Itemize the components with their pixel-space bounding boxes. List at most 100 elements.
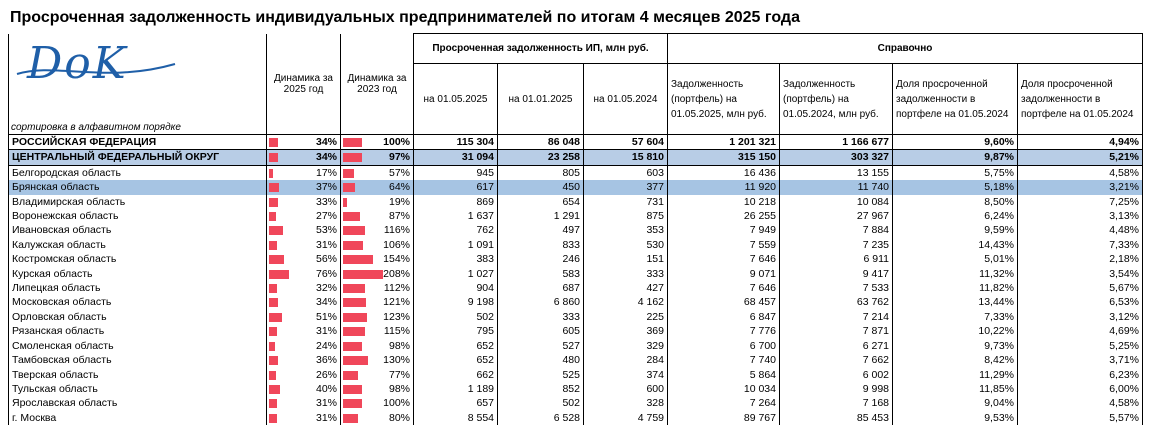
overdue-2025-05: 795 [413, 324, 498, 339]
dynamics-value: 56% [315, 253, 337, 266]
dynamics-2023-cell: 121% [340, 295, 414, 310]
dynamics-2023-cell: 100% [340, 396, 414, 411]
dynamics-value: 34% [315, 296, 337, 309]
region-name: Тамбовская область [8, 353, 267, 368]
dynamics-bar [343, 183, 356, 193]
portfolio-2024: 9 998 [779, 381, 893, 397]
portfolio-2025: 16 436 [667, 165, 780, 181]
share-2024: 6,00% [1017, 381, 1143, 397]
dynamics-2025-cell: 56% [266, 252, 341, 267]
dynamics-2025-cell: 31% [266, 396, 341, 411]
portfolio-2025: 7 740 [667, 353, 780, 368]
dynamics-2023-cell: 100% [340, 133, 414, 151]
overdue-2024-05: 225 [583, 309, 668, 325]
dynamics-2023-cell: 130% [340, 353, 414, 368]
dynamics-2023-cell: 106% [340, 237, 414, 253]
portfolio-2024: 7 871 [779, 324, 893, 339]
overdue-2024-05: 731 [583, 194, 668, 210]
header-share-2024: Доля просроченной задолженности в портфе… [1017, 63, 1143, 135]
overdue-2024-05: 377 [583, 180, 668, 195]
share-2025: 10,22% [892, 324, 1018, 339]
dynamics-value: 123% [383, 310, 410, 323]
region-name: Ярославская область [8, 396, 267, 411]
table-row: Смоленская область 24% 98% 652 527 329 6 700 6 … [8, 338, 1143, 354]
portfolio-2025: 6 847 [667, 309, 780, 325]
share-2024: 5,25% [1017, 338, 1143, 354]
overdue-2025-05: 31 094 [413, 149, 498, 166]
share-2024: 5,67% [1017, 281, 1143, 296]
share-2025: 9,60% [892, 133, 1018, 151]
portfolio-2025: 68 457 [667, 295, 780, 310]
header-reference-group: Справочно [667, 33, 1143, 64]
share-2025: 14,43% [892, 237, 1018, 253]
dynamics-bar [343, 370, 358, 380]
dynamics-value: 76% [315, 267, 337, 280]
share-2025: 13,44% [892, 295, 1018, 310]
share-2025: 9,53% [892, 410, 1018, 425]
overdue-2025-01: 525 [497, 367, 584, 382]
dynamics-value: 26% [315, 368, 337, 381]
dynamics-bar [269, 183, 279, 193]
dynamics-value: 64% [388, 181, 410, 194]
dynamics-bar [269, 138, 278, 147]
portfolio-2024: 7 168 [779, 396, 893, 411]
portfolio-2024: 10 084 [779, 194, 893, 210]
header-date-2025-05: на 01.05.2025 [413, 63, 498, 135]
dynamics-value: 77% [388, 368, 410, 381]
region-name: Ивановская область [8, 223, 267, 238]
share-2024: 6,23% [1017, 367, 1143, 382]
portfolio-2025: 10 218 [667, 194, 780, 210]
overdue-debt-table: DoK сортировка в алфавитном порядке Дина… [8, 33, 1143, 425]
dynamics-value: 80% [388, 411, 410, 424]
overdue-2025-01: 497 [497, 223, 584, 238]
portfolio-2025: 26 255 [667, 209, 780, 224]
dynamics-bar [269, 240, 278, 250]
dynamics-bar [343, 413, 359, 423]
dynamics-value: 34% [315, 136, 337, 148]
dynamics-bar [343, 269, 383, 279]
table-row: г. Москва 31% 80% 8 554 6 528 4 759 89 767 85 4… [8, 410, 1143, 425]
share-2024: 4,69% [1017, 324, 1143, 339]
overdue-2025-01: 654 [497, 194, 584, 210]
header-date-2025-01: на 01.01.2025 [497, 63, 584, 135]
portfolio-2024: 1 166 677 [779, 133, 893, 151]
dynamics-2023-cell: 208% [340, 266, 414, 282]
dynamics-bar [269, 341, 276, 351]
dynamics-2023-cell: 154% [340, 252, 414, 267]
share-2024: 7,25% [1017, 194, 1143, 210]
dynamics-bar [269, 356, 279, 366]
dynamics-bar [343, 399, 363, 409]
dynamics-2025-cell: 51% [266, 309, 341, 325]
overdue-2025-05: 1 027 [413, 266, 498, 282]
dynamics-2025-cell: 36% [266, 353, 341, 368]
table-row: Брянская область 37% 64% 617 450 377 11 920 11 … [8, 180, 1143, 195]
portfolio-2025: 7 776 [667, 324, 780, 339]
dynamics-2023-cell: 19% [340, 194, 414, 210]
share-2025: 11,82% [892, 281, 1018, 296]
dynamics-bar [343, 327, 366, 337]
portfolio-2024: 6 911 [779, 252, 893, 267]
region-name: Орловская область [8, 309, 267, 325]
overdue-2025-05: 657 [413, 396, 498, 411]
dynamics-2023-cell: 116% [340, 223, 414, 238]
dynamics-bar [269, 298, 278, 308]
dynamics-bar [269, 370, 276, 380]
overdue-2025-05: 662 [413, 367, 498, 382]
share-2025: 11,32% [892, 266, 1018, 282]
region-name: Белгородская область [8, 165, 267, 181]
dynamics-bar [343, 240, 364, 250]
portfolio-2024: 63 762 [779, 295, 893, 310]
dynamics-value: 121% [383, 296, 410, 309]
share-2024: 3,71% [1017, 353, 1143, 368]
dynamics-bar [343, 384, 362, 394]
dynamics-value: 31% [315, 325, 337, 338]
dynamics-value: 40% [315, 382, 337, 395]
overdue-2025-01: 333 [497, 309, 584, 325]
dynamics-2025-cell: 32% [266, 281, 341, 296]
dynamics-value: 53% [315, 224, 337, 237]
overdue-2024-05: 328 [583, 396, 668, 411]
share-2025: 6,24% [892, 209, 1018, 224]
region-name: Брянская область [8, 180, 267, 195]
portfolio-2025: 89 767 [667, 410, 780, 425]
portfolio-2025: 7 646 [667, 281, 780, 296]
